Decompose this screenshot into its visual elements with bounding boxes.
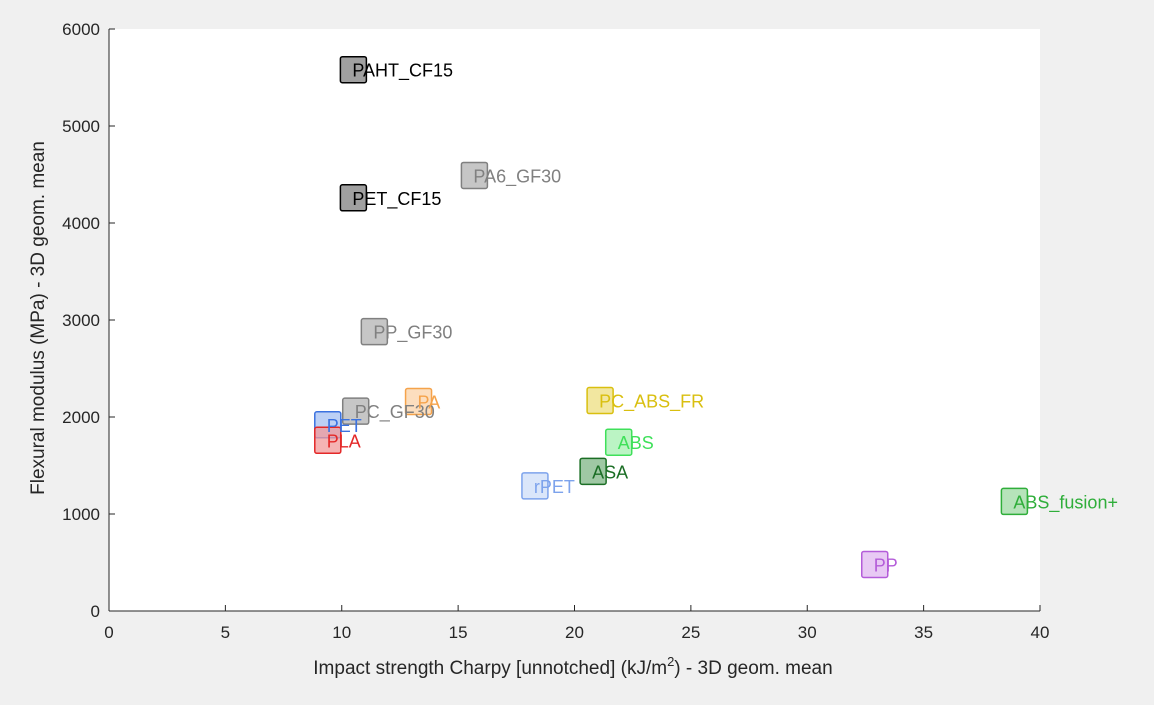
y-tick-label: 2000	[62, 408, 100, 427]
point-label: ABS	[618, 433, 654, 453]
point-label: PET	[327, 416, 362, 436]
x-tick-label: 40	[1031, 623, 1050, 642]
data-point	[339, 184, 368, 212]
y-tick-label: 0	[91, 602, 100, 621]
point-label: PC_ABS_FR	[599, 392, 704, 413]
data-point	[860, 550, 889, 579]
y-tick-label: 5000	[62, 117, 100, 136]
point-label: PC_GF30	[355, 402, 435, 423]
data-point	[1000, 487, 1029, 516]
data-point	[339, 55, 368, 84]
x-axis-label: Impact strength Charpy [unnotched] (kJ/m…	[313, 654, 832, 679]
x-tick-label: 30	[798, 623, 817, 642]
x-tick-label: 10	[332, 623, 351, 642]
data-point	[604, 428, 633, 456]
x-tick-label: 35	[914, 623, 933, 642]
point-label: PP	[874, 555, 898, 575]
point-label: PLA	[327, 431, 361, 451]
data-point	[460, 161, 489, 190]
plot-area	[109, 29, 1040, 611]
point-label: PP_GF30	[373, 323, 452, 344]
y-tick-label: 1000	[62, 505, 100, 524]
x-tick-label: 5	[221, 623, 230, 642]
x-tick-label: 25	[681, 623, 700, 642]
data-point	[586, 386, 614, 415]
point-label: ASA	[592, 462, 628, 482]
data-point	[521, 472, 549, 500]
data-point	[360, 317, 389, 346]
point-label: ABS_fusion+	[1013, 492, 1118, 513]
point-label: rPET	[534, 477, 575, 497]
data-point	[314, 426, 342, 455]
data-point	[341, 397, 370, 425]
point-label: PET_CF15	[352, 189, 441, 210]
axes: 0 5 10 15 20 25 30 35 40 0 1000 2000 3000 4000 5000 600…	[62, 20, 1049, 642]
y-tick-label: 6000	[62, 20, 100, 39]
y-axis-label: Flexural modulus (MPa) - 3D geom. mean	[28, 141, 49, 495]
x-tick-label: 0	[104, 623, 113, 642]
point-labels: PAHT_CF15PET_CF15PA6_GF30PP_GF30PC_GF30P…	[327, 61, 1118, 576]
x-tick-label: 15	[449, 623, 468, 642]
data-point	[404, 387, 433, 416]
data-points	[314, 55, 1029, 579]
x-tick-label: 20	[565, 623, 584, 642]
point-label: PAHT_CF15	[352, 61, 453, 82]
point-label: PA6_GF30	[473, 166, 561, 187]
y-tick-label: 4000	[62, 214, 100, 233]
data-point	[579, 457, 607, 486]
y-tick-label: 3000	[62, 311, 100, 330]
point-label: PA	[418, 392, 441, 412]
